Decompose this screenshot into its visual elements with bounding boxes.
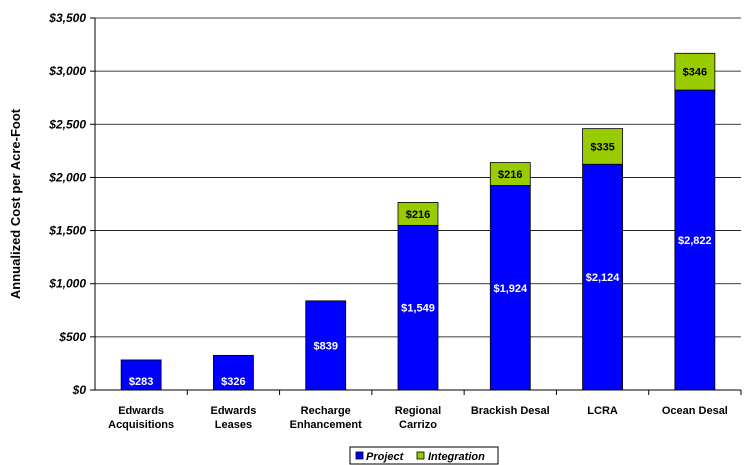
bar-project-3	[397, 224, 439, 391]
data-label-integration-4: $216	[498, 169, 522, 181]
x-category-line: Leases	[215, 419, 252, 431]
x-category-label: Brackish Desal	[471, 405, 550, 417]
bar-project-4	[489, 185, 531, 391]
legend-label-project: Project	[366, 451, 405, 463]
x-category-line: Ocean Desal	[662, 405, 728, 417]
bar-integration-4	[489, 162, 531, 186]
x-category-label: Recharge Enhancement	[290, 405, 362, 431]
x-category-line: Brackish Desal	[471, 405, 550, 417]
x-category-line: Recharge	[301, 405, 351, 417]
data-label-project-3: $1,549	[401, 303, 435, 315]
data-label-project-5: $2,124	[586, 272, 621, 284]
data-label-project-0: $283	[129, 376, 153, 388]
data-label-project-1: $326	[221, 376, 245, 388]
x-category-label: Edwards Acquisitions	[108, 405, 174, 431]
legend-swatch-integration	[416, 451, 425, 460]
x-category-line: LCRA	[587, 405, 618, 417]
data-label-integration-3: $216	[406, 209, 430, 221]
x-category-line: Enhancement	[290, 419, 362, 431]
legend: Project Integration	[349, 446, 499, 465]
bar-project-6	[674, 89, 716, 391]
x-category-label: Ocean Desal	[662, 405, 728, 417]
x-category-line: Edwards	[118, 405, 164, 417]
x-category-line: Carrizo	[399, 419, 437, 431]
x-axis-categories: Edwards Acquisitions Edwards Leases Recharge…	[108, 390, 742, 431]
y-axis-label: Annualized Cost per Acre-Foot	[8, 108, 23, 299]
data-label-integration-6: $346	[683, 67, 707, 79]
x-category-line: Edwards	[210, 405, 256, 417]
bar-project-2	[305, 300, 347, 391]
bar-integration-5	[582, 128, 623, 165]
y-tick-label: $2,500	[48, 117, 86, 131]
x-category-line: Regional	[395, 405, 441, 417]
x-category-line: Acquisitions	[108, 419, 174, 431]
y-tick-label: $2,000	[48, 170, 86, 184]
y-tick-label: $1,500	[48, 224, 86, 238]
bar-integration-3	[397, 202, 439, 226]
data-label-project-2: $839	[313, 340, 337, 352]
bars: $283 $326 $839 $1,549 $216 $1,924 $216 $2,124 $3…	[120, 52, 716, 391]
bar-project-1	[213, 354, 254, 391]
y-tick-label: $0	[72, 383, 87, 397]
y-tick-label: $3,000	[48, 64, 86, 78]
x-category-label: Edwards Leases	[210, 405, 256, 431]
data-label-project-4: $1,924	[493, 283, 528, 295]
legend-swatch-project	[355, 451, 364, 460]
axes	[94, 18, 741, 391]
data-label-project-6: $2,822	[678, 235, 712, 247]
y-axis-ticks: $0 $500 $1,000 $1,500 $2,000 $2,500 $3,000 $3,5…	[48, 11, 95, 397]
data-label-integration-5: $335	[590, 141, 614, 153]
y-tick-label: $500	[58, 330, 86, 344]
bar-integration-6	[674, 52, 716, 91]
bar-project-0	[120, 359, 162, 391]
x-category-label: Regional Carrizo	[395, 405, 441, 431]
legend-label-integration: Integration	[428, 451, 485, 463]
x-category-label: LCRA	[587, 405, 618, 417]
y-tick-label: $1,000	[48, 277, 86, 291]
y-tick-label: $3,500	[48, 11, 86, 25]
